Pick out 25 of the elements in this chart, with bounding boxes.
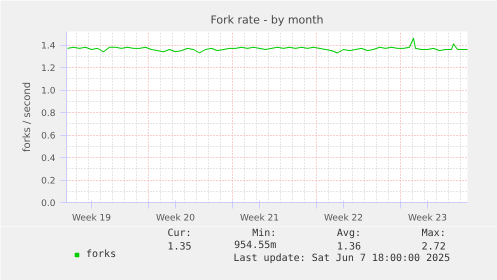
- text: 2.72: [422, 242, 446, 252]
- x-tick-label: Week 21: [240, 214, 279, 224]
- text: Avg:: [336, 228, 362, 239]
- legend-label: forks: [86, 249, 116, 260]
- y-tick-label: 1.2: [41, 64, 56, 74]
- text: Last update: Sat Jun 7 18:00:00 2025: [233, 253, 450, 264]
- y-tick-label: 1.4: [41, 42, 56, 52]
- text: 954.55m: [234, 240, 276, 251]
- y-axis-title: forks / second: [22, 82, 34, 152]
- y-tick-label: 1.0: [41, 86, 56, 96]
- y-tick-label: 0.6: [41, 132, 56, 142]
- text: 1.35: [167, 242, 192, 252]
- x-tick-label: Week 23: [408, 214, 447, 224]
- text: 1.36: [336, 242, 362, 252]
- y-tick-label: 0.0: [41, 199, 56, 209]
- y-tick-label: 0.2: [41, 176, 56, 186]
- y-tick-label: 0.8: [41, 109, 56, 119]
- text: Cur:: [167, 228, 192, 239]
- y-tick-label: 0.4: [41, 154, 56, 164]
- text: Min:: [252, 228, 276, 239]
- text: Max:: [422, 228, 446, 239]
- x-tick-label: Week 20: [156, 214, 196, 224]
- chart-title: Fork rate - by month: [210, 14, 324, 26]
- x-tick-label: Week 22: [324, 214, 363, 224]
- x-tick-label: Week 19: [72, 214, 112, 224]
